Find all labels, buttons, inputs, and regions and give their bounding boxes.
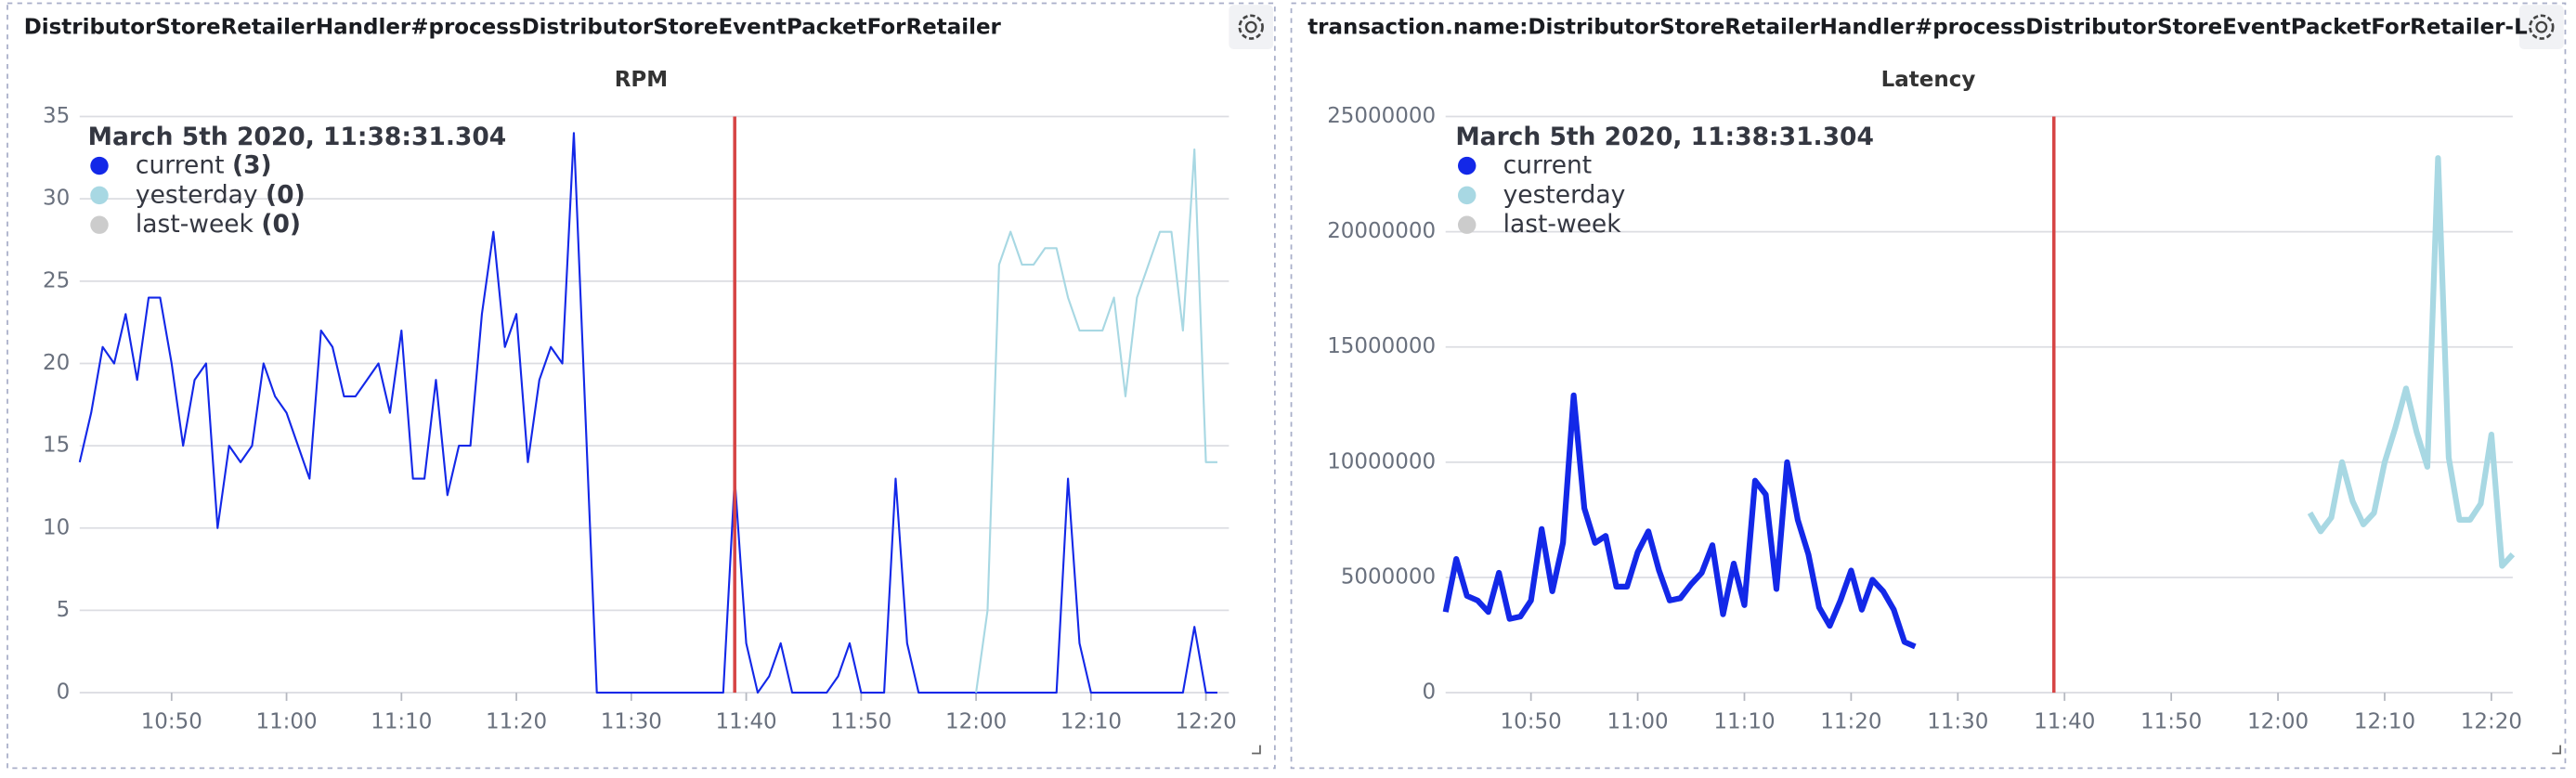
legend-entry: yesterday (0) <box>136 180 306 209</box>
x-tick-label: 10:50 <box>1501 709 1562 733</box>
legend-name: yesterday <box>1503 180 1626 209</box>
legend-entry: last-week (0) <box>136 210 301 239</box>
y-tick-label: 10000000 <box>1327 449 1436 473</box>
chart-title: Latency <box>1881 68 1976 92</box>
x-tick-label: 12:00 <box>2247 709 2309 733</box>
series-line <box>78 132 1217 694</box>
x-tick-label: 11:00 <box>1607 709 1668 733</box>
legend-name: current <box>136 150 225 179</box>
legend-value: (0) <box>266 180 306 209</box>
legend-value: (3) <box>232 150 272 179</box>
legend-swatch <box>90 156 109 175</box>
legend-swatch <box>1457 215 1477 234</box>
y-tick-label: 25 <box>43 268 70 292</box>
series-line <box>2307 155 2516 569</box>
x-tick-label: 11:10 <box>371 709 432 733</box>
x-tick-label: 10:50 <box>141 709 202 733</box>
legend-name: last-week <box>1503 210 1622 239</box>
legend-name: yesterday <box>136 180 258 209</box>
x-tick-label: 12:00 <box>945 709 1007 733</box>
x-tick-label: 11:00 <box>255 709 317 733</box>
legend-name: current <box>1503 150 1593 179</box>
legend-swatch <box>90 215 109 234</box>
x-tick-label: 11:20 <box>486 709 547 733</box>
y-tick-label: 20 <box>43 351 70 375</box>
series-line <box>975 148 1217 694</box>
x-tick-label: 11:40 <box>715 709 776 733</box>
panel-frame <box>7 2 1276 770</box>
legend-name: last-week <box>136 210 254 239</box>
x-tick-label: 11:50 <box>2140 709 2202 733</box>
legend-entry: current <box>1503 150 1593 179</box>
x-tick-label: 11:10 <box>1713 709 1775 733</box>
panel-frame <box>1290 2 2567 770</box>
legend-swatch <box>1457 156 1477 175</box>
y-tick-label: 25000000 <box>1327 104 1436 128</box>
x-tick-label: 11:20 <box>1820 709 1881 733</box>
x-tick-label: 12:20 <box>1176 709 1237 733</box>
x-tick-label: 11:40 <box>2034 709 2095 733</box>
tooltip-title: March 5th 2020, 11:38:31.304 <box>88 123 507 151</box>
y-tick-label: 15000000 <box>1327 334 1436 358</box>
x-tick-label: 11:50 <box>830 709 891 733</box>
y-tick-label: 35 <box>43 104 70 128</box>
x-tick-label: 12:10 <box>2354 709 2415 733</box>
y-tick-label: 5000000 <box>1341 564 1436 589</box>
y-tick-label: 30 <box>43 187 70 211</box>
x-tick-label: 11:30 <box>1927 709 1988 733</box>
tooltip-legend: March 5th 2020, 11:38:31.304currentyeste… <box>1455 123 1874 239</box>
x-tick-label: 12:20 <box>2461 709 2522 733</box>
panel-title: DistributorStoreRetailerHandler#processD… <box>24 16 1002 40</box>
legend-entry: current (3) <box>136 150 272 179</box>
tooltip-title: March 5th 2020, 11:38:31.304 <box>1455 123 1874 151</box>
legend-value: (0) <box>261 210 301 239</box>
legend-entry: last-week <box>1503 210 1622 239</box>
y-tick-label: 20000000 <box>1327 219 1436 243</box>
chart-title: RPM <box>615 68 668 92</box>
legend-swatch <box>90 186 109 205</box>
y-tick-label: 5 <box>57 598 71 622</box>
legend-entry: yesterday <box>1503 180 1626 209</box>
settings-button[interactable] <box>2518 5 2564 50</box>
settings-button[interactable] <box>1229 5 1274 50</box>
x-tick-label: 12:10 <box>1060 709 1122 733</box>
resize-handle[interactable] <box>1252 745 1261 755</box>
y-tick-label: 0 <box>1422 681 1436 705</box>
y-tick-label: 10 <box>43 515 70 539</box>
panel-title: transaction.name:DistributorStoreRetaile… <box>1308 16 2528 40</box>
resize-handle[interactable] <box>2552 745 2562 755</box>
y-tick-label: 0 <box>57 681 71 705</box>
series-line <box>1442 392 1917 650</box>
y-tick-label: 15 <box>43 434 70 458</box>
x-tick-label: 11:30 <box>601 709 662 733</box>
legend-swatch <box>1457 186 1477 205</box>
